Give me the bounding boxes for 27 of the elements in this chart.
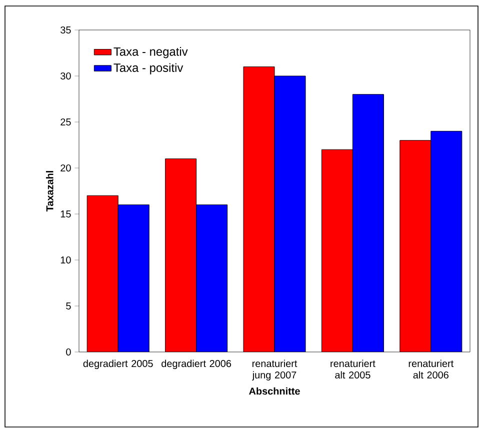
- bar: [244, 66, 275, 352]
- x-tick-label: degradiert 2006: [162, 360, 232, 370]
- bar: [165, 158, 196, 352]
- x-tick-label: renaturiert alt 2005: [330, 360, 376, 379]
- bar: [196, 204, 228, 352]
- y-tick-label: 5: [66, 302, 71, 310]
- y-tick-label: 30: [60, 72, 71, 80]
- bar: [87, 196, 118, 352]
- legend-label: Taxa - negativ: [114, 47, 188, 58]
- bar: [322, 150, 353, 352]
- y-tick-label: 0: [66, 348, 71, 356]
- y-tick-label: 25: [60, 118, 71, 126]
- y-axis-title: Taxazahl: [46, 171, 54, 212]
- legend-label: Taxa - positiv: [114, 63, 184, 74]
- y-tick-label: 15: [60, 210, 71, 218]
- y-tick-label: 20: [60, 164, 71, 172]
- bar: [400, 140, 432, 352]
- x-tick-label: renaturiert jung 2007: [252, 360, 298, 380]
- x-axis-title: Abschnitte: [249, 387, 300, 395]
- y-tick-label: 10: [60, 256, 71, 264]
- x-tick-label: degradiert 2005: [83, 360, 153, 370]
- bar: [352, 94, 384, 352]
- bar: [430, 130, 462, 352]
- bar: [274, 76, 306, 352]
- x-tick-label: renaturiert alt 2006: [408, 360, 454, 379]
- bar: [118, 204, 150, 352]
- y-tick-label: 35: [60, 26, 71, 34]
